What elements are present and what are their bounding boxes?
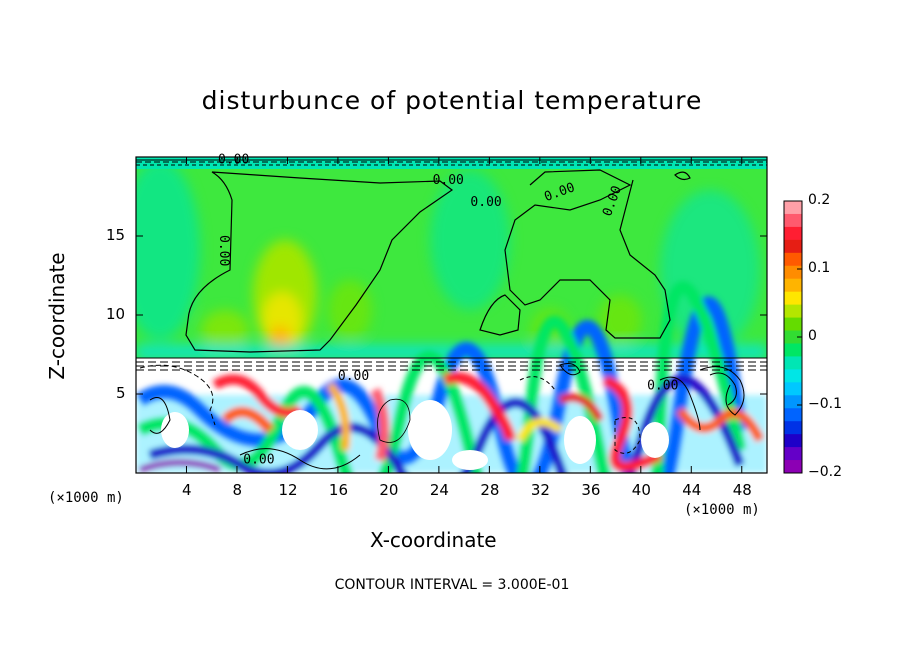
x-tick-label: 8 bbox=[232, 481, 242, 499]
colorbar-swatch bbox=[784, 265, 802, 280]
heatmap-field bbox=[136, 157, 767, 473]
colorbar-swatch bbox=[784, 201, 802, 215]
colorbar-swatch bbox=[784, 369, 802, 383]
colorbar-tick-label: 0.2 bbox=[808, 192, 831, 208]
colorbar-swatch bbox=[784, 304, 802, 319]
x-tick-label: 28 bbox=[480, 481, 500, 499]
colorbar-tick-label: −0.2 bbox=[808, 464, 842, 480]
x-tick-label: 4 bbox=[181, 481, 192, 499]
colorbar-swatch bbox=[784, 395, 802, 409]
colorbar bbox=[783, 200, 803, 474]
colorbar-swatch bbox=[784, 421, 802, 435]
x-tick-label: 48 bbox=[732, 481, 752, 499]
colorbar-swatch bbox=[784, 382, 802, 396]
colorbar-swatch bbox=[784, 213, 802, 228]
x-tick-label: 32 bbox=[530, 481, 550, 499]
x-axis-label: X-coordinate bbox=[370, 528, 497, 552]
contour-label: 0.00 bbox=[243, 453, 274, 468]
contour-label: 0.00 bbox=[338, 369, 369, 384]
x-unit-left: (×1000 m) bbox=[48, 490, 124, 506]
colorbar-swatch bbox=[784, 239, 802, 254]
y-axis-label: Z-coordinate bbox=[45, 252, 69, 380]
contour-interval-note: CONTOUR INTERVAL = 3.000E-01 bbox=[334, 577, 570, 593]
colorbar-swatch bbox=[784, 291, 802, 306]
contour-label: 0.00 bbox=[433, 173, 464, 188]
x-tick-label: 20 bbox=[379, 481, 399, 499]
colorbar-swatch bbox=[784, 343, 802, 357]
x-tick-label: 12 bbox=[278, 481, 298, 499]
colorbar-swatch bbox=[784, 278, 802, 293]
colorbar-swatch bbox=[784, 434, 802, 448]
y-tick-label: 5 bbox=[116, 384, 126, 402]
contour-label: 0.00 bbox=[218, 152, 249, 167]
y-tick-label: 10 bbox=[106, 305, 126, 323]
contour-label: 0.00 bbox=[647, 378, 678, 393]
x-tick-label: 44 bbox=[682, 481, 702, 499]
contour-label: 0.00 bbox=[216, 235, 231, 266]
colorbar-swatch bbox=[784, 460, 802, 474]
x-tick-label: 36 bbox=[581, 481, 601, 499]
colorbar-swatch bbox=[784, 408, 802, 422]
colorbar-swatch bbox=[784, 226, 802, 241]
colorbar-tick-label: 0 bbox=[808, 328, 817, 344]
x-tick-label: 16 bbox=[328, 481, 348, 499]
colorbar-swatch bbox=[784, 356, 802, 370]
x-unit-right: (×1000 m) bbox=[684, 502, 760, 518]
x-tick-label: 24 bbox=[429, 481, 449, 499]
y-tick-label: 15 bbox=[106, 226, 126, 244]
colorbar-swatch bbox=[784, 317, 802, 332]
colorbar-swatch bbox=[784, 252, 802, 267]
colorbar-swatch bbox=[784, 330, 802, 344]
contour-label: 0.00 bbox=[470, 195, 501, 210]
colorbar-tick-label: −0.1 bbox=[808, 396, 842, 412]
x-tick-label: 40 bbox=[631, 481, 651, 499]
colorbar-tick-label: 0.1 bbox=[808, 260, 831, 276]
chart-title: disturbunce of potential temperature bbox=[201, 86, 703, 115]
colorbar-swatch bbox=[784, 447, 802, 461]
